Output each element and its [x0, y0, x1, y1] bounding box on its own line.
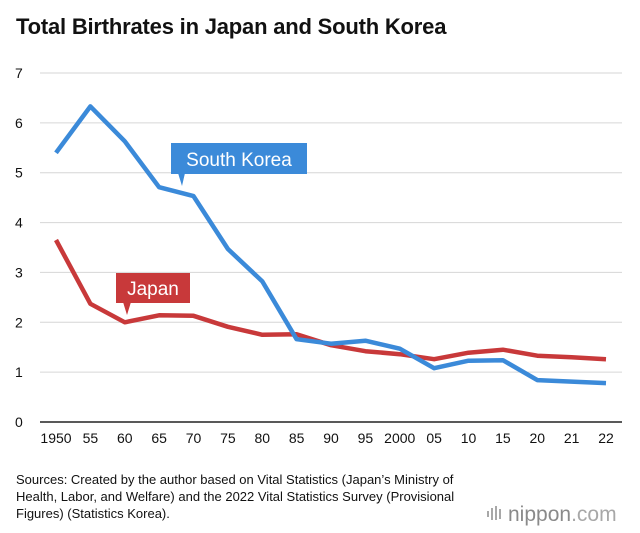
x-tick-label: 95 — [358, 430, 374, 446]
x-tick-label: 22 — [598, 430, 614, 446]
y-tick-label: 1 — [15, 364, 23, 380]
x-tick-label: 55 — [83, 430, 99, 446]
x-tick-label: 65 — [151, 430, 167, 446]
y-tick-label: 2 — [15, 314, 23, 330]
x-tick-label: 20 — [529, 430, 545, 446]
series-lines — [54, 104, 607, 386]
x-tick-label: 1950 — [40, 430, 71, 446]
nippon-logo: nippon .com — [486, 503, 617, 527]
y-tick-label: 4 — [15, 215, 23, 231]
y-tick-label: 5 — [15, 165, 23, 181]
series-line-south-korea — [54, 104, 607, 386]
y-axis-ticks: 0 1 2 3 4 5 6 7 — [15, 65, 23, 430]
x-tick-label: 2000 — [384, 430, 415, 446]
x-tick-label: 80 — [254, 430, 270, 446]
japan-label: Japan — [116, 273, 190, 315]
x-axis-ticks: 1950 55 60 65 70 75 80 85 90 95 2000 05 10 15 20 21 22 — [40, 430, 614, 446]
x-tick-label: 90 — [323, 430, 339, 446]
x-tick-label: 75 — [220, 430, 236, 446]
x-tick-label: 05 — [426, 430, 442, 446]
x-tick-label: 21 — [564, 430, 580, 446]
y-tick-label: 0 — [15, 414, 23, 430]
south-korea-label-text: South Korea — [186, 150, 292, 171]
x-tick-label: 85 — [289, 430, 305, 446]
x-tick-label: 60 — [117, 430, 133, 446]
x-tick-label: 15 — [495, 430, 511, 446]
sources-note: Sources: Created by the author based on … — [16, 472, 455, 521]
chart-title: Total Birthrates in Japan and South Kore… — [16, 14, 447, 39]
gridlines — [40, 72, 622, 423]
brand-suffix: .com — [571, 503, 617, 526]
japan-label-text: Japan — [127, 279, 179, 300]
x-tick-label: 70 — [186, 430, 202, 446]
nippon-logo-icon — [486, 503, 504, 527]
y-tick-label: 3 — [15, 264, 23, 280]
brand-name: nippon — [508, 503, 572, 526]
x-tick-label: 10 — [461, 430, 477, 446]
y-tick-label: 6 — [15, 115, 23, 131]
y-tick-label: 7 — [15, 65, 23, 81]
south-korea-label: South Korea — [171, 143, 307, 186]
